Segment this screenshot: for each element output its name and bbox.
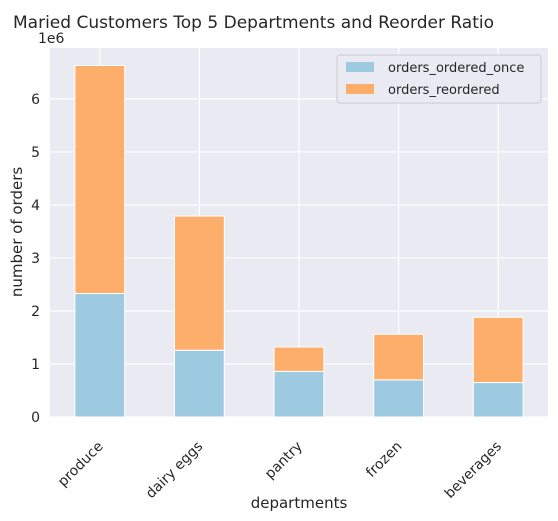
bar-orders-reordered-frozen xyxy=(373,333,425,381)
bar-orders-ordered-once-frozen xyxy=(373,379,425,418)
legend-swatch-orders-ordered-once xyxy=(346,62,374,72)
y-tick-label: 4 xyxy=(31,198,40,214)
bar-orders-ordered-once-pantry xyxy=(273,370,325,418)
y-tick-label: 3 xyxy=(31,251,40,267)
chart-title: Maried Customers Top 5 Departments and R… xyxy=(13,13,494,33)
y-tick-label: 2 xyxy=(31,304,40,320)
bars xyxy=(74,64,524,418)
x-tick-label: produce xyxy=(55,439,107,491)
bar-orders-reordered-pantry xyxy=(273,346,325,372)
y-tick-label: 6 xyxy=(31,92,40,108)
bar-orders-reordered-beverages xyxy=(472,316,524,384)
y-axis-ticks: 0 1 2 3 4 5 6 xyxy=(31,92,40,426)
x-tick-label: pantry xyxy=(262,439,306,483)
y-tick-label: 1 xyxy=(31,357,40,373)
bar-orders-reordered-dairy-eggs xyxy=(174,215,225,351)
x-tick-label: frozen xyxy=(363,439,405,481)
bar-orders-ordered-once-dairy-eggs xyxy=(174,349,225,418)
x-tick-label: beverages xyxy=(442,439,505,502)
y-axis-label: number of orders xyxy=(8,167,26,298)
bar-orders-reordered-produce xyxy=(74,64,126,294)
y-tick-label: 0 xyxy=(31,410,40,426)
legend-label-orders-ordered-once: orders_ordered_once xyxy=(388,61,524,76)
x-axis-ticks: produce dairy eggs pantry frozen beverages xyxy=(55,439,505,502)
bar-orders-ordered-once-beverages xyxy=(472,382,524,418)
bar-orders-ordered-once-produce xyxy=(74,292,126,418)
legend: orders_ordered_once orders_reordered xyxy=(336,54,542,104)
legend-swatch-orders-reordered xyxy=(346,84,374,94)
legend-label-orders-reordered: orders_reordered xyxy=(388,83,500,98)
x-tick-label: dairy eggs xyxy=(143,439,206,502)
legend-box xyxy=(336,54,542,104)
y-tick-label: 5 xyxy=(31,145,40,161)
x-axis-label: departments xyxy=(251,494,348,512)
y-offset-label: 1e6 xyxy=(38,31,65,47)
